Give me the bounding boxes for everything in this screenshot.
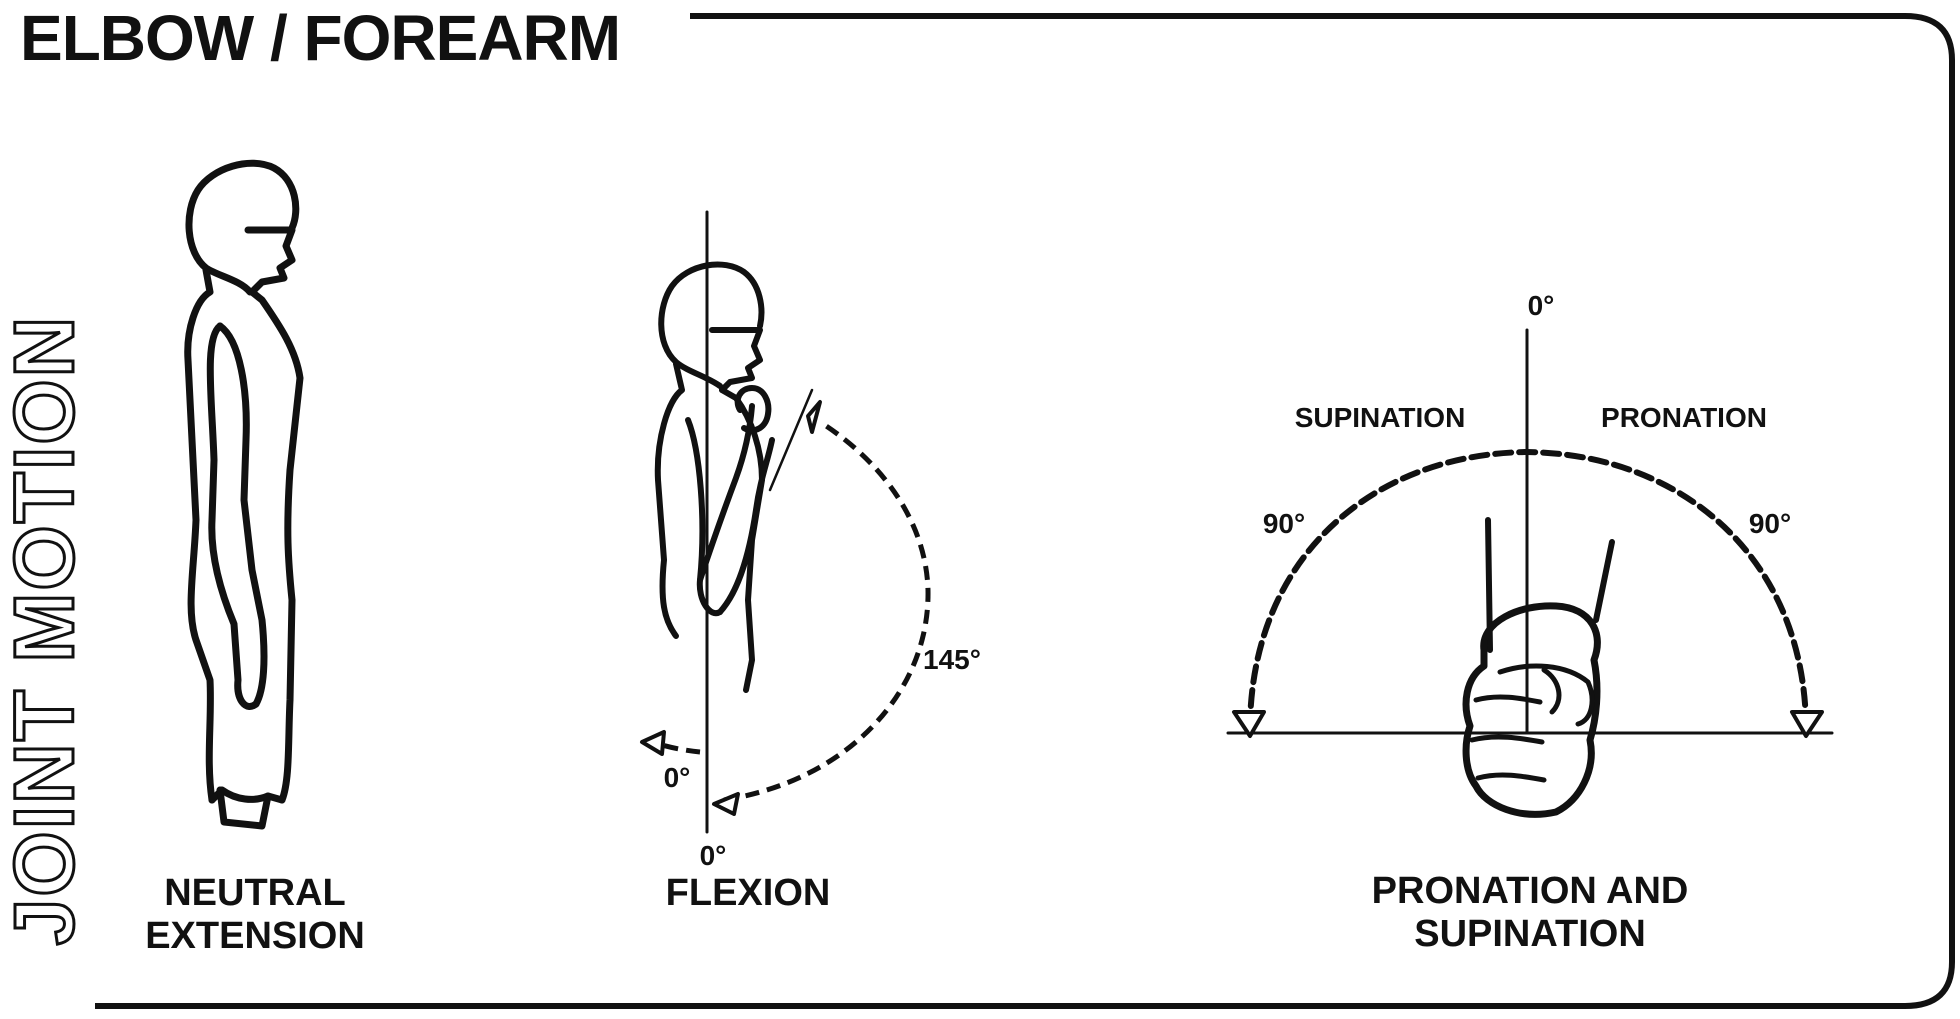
flexion-caption: FLEXION bbox=[665, 872, 831, 914]
neutral-back bbox=[184, 266, 216, 804]
pronation-caption: PRONATION AND SUPINATION bbox=[1372, 870, 1689, 955]
flexion-front bbox=[719, 387, 765, 693]
frame-border bbox=[95, 13, 1955, 1009]
flexion-head bbox=[658, 261, 765, 389]
neutral-arm-inner bbox=[206, 322, 260, 710]
flexion-arrow-bottom bbox=[712, 792, 740, 816]
pronation-knuckles bbox=[1469, 667, 1562, 783]
pronation-thumb bbox=[1497, 663, 1595, 727]
flexion-face bbox=[709, 327, 763, 393]
pronation-caption-line1: PRONATION AND bbox=[1371, 870, 1689, 912]
flexion-arm bbox=[685, 417, 723, 617]
neutral-head bbox=[185, 159, 300, 296]
pronation-90-label: 90° bbox=[1748, 508, 1792, 539]
flexion-arc-145 bbox=[723, 419, 931, 803]
neutral-extension-caption: NEUTRAL EXTENSION bbox=[145, 872, 365, 957]
pronation-arc bbox=[1247, 449, 1809, 733]
supination-label: SUPINATION bbox=[1294, 402, 1466, 433]
neutral-caption-line1: NEUTRAL bbox=[164, 872, 346, 914]
flexion-forearm bbox=[717, 437, 775, 615]
flexion-back bbox=[654, 361, 685, 639]
flexion-label-145: 145° bbox=[923, 644, 981, 675]
neutral-foot bbox=[216, 786, 272, 830]
flexion-fist bbox=[734, 385, 772, 434]
pronation-label: PRONATION bbox=[1601, 402, 1767, 433]
flexion-arc-group bbox=[651, 419, 931, 803]
flexion-figure bbox=[654, 210, 814, 834]
flexion-arrowheads bbox=[640, 400, 822, 816]
pronation-caption-line2: SUPINATION bbox=[1414, 912, 1646, 955]
flexion-arrow-small bbox=[640, 730, 666, 756]
pronation-label-top: 0° bbox=[1527, 290, 1555, 321]
neutral-front bbox=[248, 288, 304, 804]
flexion-angle-line bbox=[768, 388, 814, 492]
pronation-arrowheads bbox=[1232, 710, 1824, 738]
pronation-fist bbox=[1462, 602, 1601, 818]
flexion-label-0-lower: 0° bbox=[699, 840, 727, 871]
page-title: ELBOW / FOREARM bbox=[20, 2, 621, 74]
pronation-arrow-right bbox=[1790, 710, 1824, 738]
supination-90-label: 90° bbox=[1262, 508, 1306, 539]
pronation-figure bbox=[1226, 328, 1834, 818]
pronation-forearm-right bbox=[1593, 539, 1615, 623]
neutral-caption-line2: EXTENSION bbox=[145, 914, 365, 957]
neutral-extension-figure bbox=[184, 159, 304, 830]
neutral-face bbox=[244, 226, 296, 296]
flexion-arrow-top bbox=[806, 400, 822, 434]
side-title: JOINT MOTION bbox=[0, 313, 93, 947]
flexion-label-0-upper: 0° bbox=[663, 762, 691, 793]
pronation-arrow-left bbox=[1232, 710, 1266, 738]
neutral-arm bbox=[216, 322, 268, 708]
